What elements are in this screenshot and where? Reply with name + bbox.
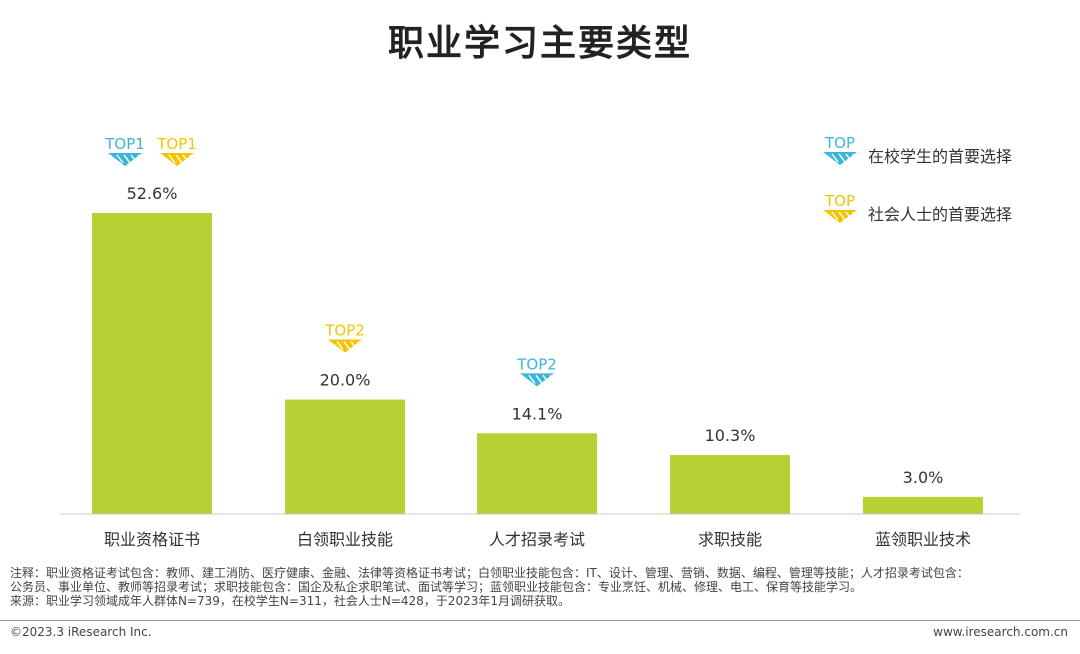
legend-badge-student-text: TOP: [824, 134, 855, 152]
badge-stripe: [189, 154, 197, 164]
value-label-5: 3.0%: [903, 468, 944, 487]
value-label-1: 52.6%: [127, 184, 178, 203]
category-label-1: 职业资格证书: [104, 530, 200, 549]
category-label-4: 求职技能: [698, 530, 762, 549]
badge-student-top1-text: TOP1: [104, 135, 145, 153]
badge-adult-top1-text: TOP1: [156, 135, 197, 153]
badge-stripe: [109, 154, 117, 164]
bar-1: [92, 213, 212, 514]
badge-stripe: [838, 211, 846, 221]
chart-title: 职业学习主要类型: [387, 23, 692, 64]
chevron-down-icon: [823, 152, 857, 165]
badge-stripe: [831, 153, 839, 163]
value-label-2: 20.0%: [320, 371, 371, 390]
note-line-2: 公务员、事业单位、教师等招录考试；求职技能包含：国企及私企求职笔试、面试等学习；…: [10, 580, 863, 594]
badge-stripe: [357, 341, 365, 350]
badge-stripe: [831, 211, 839, 221]
badge-student-top2-text: TOP2: [516, 355, 557, 373]
badge-stripe: [116, 154, 124, 164]
badge-stripe: [130, 154, 138, 164]
chevron-down-icon: [328, 339, 362, 353]
badge-stripe: [852, 211, 860, 221]
badge-adult-top2: TOP2: [324, 322, 365, 353]
bar-2: [285, 399, 405, 514]
chevron-down-icon: [108, 153, 142, 166]
badge-stripe: [528, 374, 536, 384]
legend-badge-student: TOP: [823, 134, 860, 165]
badge-stripe: [521, 374, 529, 384]
footer-divider: [0, 620, 1080, 621]
badge-student-top1: TOP1: [104, 135, 145, 166]
badge-stripe: [824, 153, 832, 163]
badge-adult-top2-text: TOP2: [324, 322, 365, 340]
chevron-down-icon: [520, 373, 554, 387]
badge-stripe: [168, 154, 176, 164]
badge-adult-top1: TOP1: [156, 135, 197, 166]
badge-stripe: [329, 341, 337, 350]
badge-stripe: [137, 154, 145, 164]
badge-stripe: [852, 153, 860, 163]
badge-stripe: [123, 154, 131, 164]
legend-label-student: 在校学生的首要选择: [868, 147, 1012, 166]
value-label-4: 10.3%: [705, 426, 756, 445]
category-label-3: 人才招录考试: [489, 530, 585, 549]
chevron-down-icon: [160, 153, 194, 166]
badge-stripe: [549, 374, 557, 384]
bar-4: [670, 455, 790, 514]
copyright: ©2023.3 iResearch Inc.: [10, 625, 152, 639]
legend-label-adult: 社会人士的首要选择: [868, 205, 1012, 224]
legend-badge-adult: TOP: [823, 192, 860, 223]
legend-badge-adult-text: TOP: [824, 192, 855, 210]
notes: 注释：职业资格证考试包含：教师、建工消防、医疗健康、金融、法律等资格证书考试；白…: [10, 566, 1072, 608]
badge-stripe: [343, 341, 351, 350]
badge-stripe: [824, 211, 832, 221]
bar-5: [863, 496, 983, 514]
badge-stripe: [182, 154, 190, 164]
badge-stripe: [161, 154, 169, 164]
badge-stripe: [845, 211, 853, 221]
badge-stripe: [845, 153, 853, 163]
badge-stripe: [336, 341, 344, 350]
chevron-down-icon: [823, 210, 857, 223]
bar-chart: 52.6% 职业资格证书 20.0% 白领职业技能 14.1% 人才招录考试 10.3% 求职…: [60, 134, 1020, 549]
badge-stripe: [542, 374, 550, 384]
badge-stripe: [350, 341, 358, 350]
badge-stripe: [175, 154, 183, 164]
note-line-1: 注释：职业资格证考试包含：教师、建工消防、医疗健康、金融、法律等资格证书考试；白…: [10, 566, 969, 580]
category-label-5: 蓝领职业技术: [875, 530, 971, 549]
badge-stripe: [838, 153, 846, 163]
source-line: 来源：职业学习领域成年人群体N=739，在校学生N=311，社会人士N=428，…: [10, 594, 570, 608]
bar-3: [477, 433, 597, 514]
badge-student-top2: TOP2: [516, 355, 557, 387]
website: www.iresearch.com.cn: [933, 625, 1068, 639]
value-label-3: 14.1%: [512, 404, 563, 423]
category-label-2: 白领职业技能: [297, 530, 393, 549]
badge-stripe: [535, 374, 543, 384]
